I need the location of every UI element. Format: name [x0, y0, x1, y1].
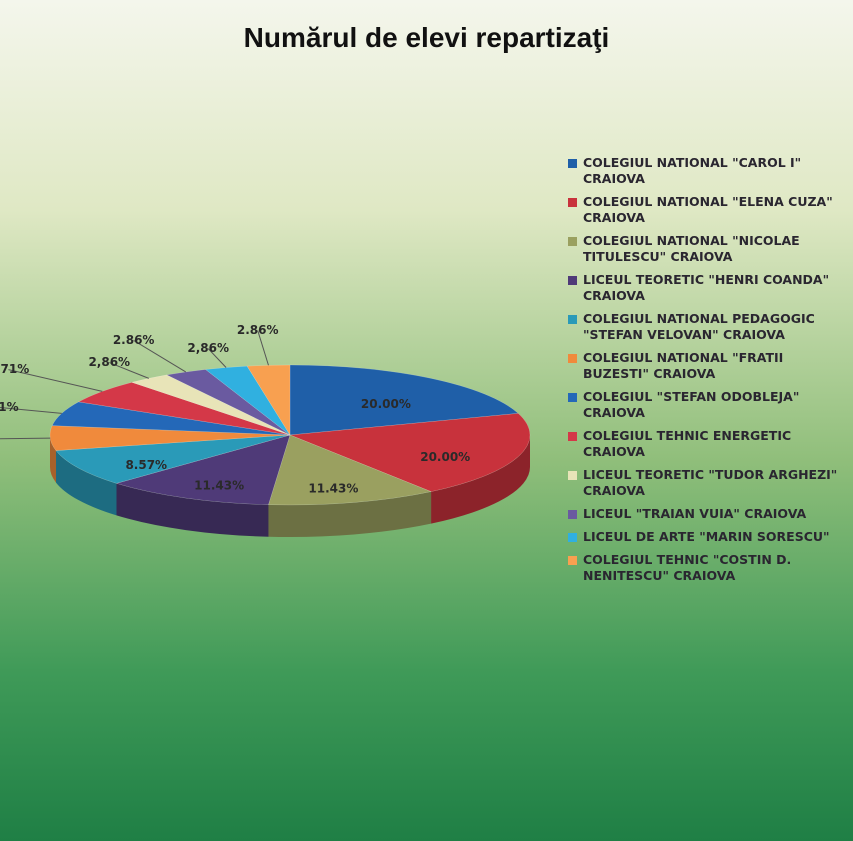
legend-item: LICEUL "TRAIAN VUIA" CRAIOVA	[568, 506, 848, 522]
data-label: 11.43%	[194, 478, 244, 492]
pie-area: 20.00%20.00%11.43%11.43%8.57%5.71%5.71%5…	[0, 323, 531, 537]
data-label: 8.57%	[125, 458, 167, 472]
legend-label: COLEGIUL NATIONAL "FRATII BUZESTI" CRAIO…	[583, 350, 784, 381]
legend-swatch	[568, 510, 577, 519]
slice	[55, 434, 291, 484]
legend-swatch	[568, 159, 577, 168]
legend-item: COLEGIUL NATIONAL "FRATII BUZESTI" CRAIO…	[568, 350, 848, 382]
leader-line	[207, 348, 227, 368]
legend-label: LICEUL "TRAIAN VUIA" CRAIOVA	[583, 506, 807, 521]
legend-item: COLEGIUL NATIONAL "ELENA CUZA" CRAIOVA	[568, 194, 848, 226]
slice	[49, 425, 291, 451]
slice	[51, 401, 291, 436]
legend-item: LICEUL TEORETIC "TUDOR ARGHEZI" CRAIOVA	[568, 467, 848, 499]
legend-item: LICEUL TEORETIC "HENRI COANDA" CRAIOVA	[568, 272, 848, 304]
legend: COLEGIUL NATIONAL "CAROL I" CRAIOVA COLEG…	[568, 155, 848, 591]
slice	[289, 413, 531, 492]
leader-line	[133, 339, 187, 373]
slice-side	[431, 435, 530, 524]
legend-label: COLEGIUL "STEFAN ODOBLEJA" CRAIOVA	[583, 389, 800, 420]
legend-label: COLEGIUL NATIONAL "NICOLAE TITULESCU" CR…	[583, 233, 800, 264]
legend-label: LICEUL DE ARTE "MARIN SORESCU"	[583, 529, 830, 544]
legend-swatch	[568, 393, 577, 402]
legend-item: COLEGIUL TEHNIC ENERGETIC CRAIOVA	[568, 428, 848, 460]
legend-swatch	[568, 354, 577, 363]
legend-swatch	[568, 556, 577, 565]
legend-label: COLEGIUL NATIONAL PEDAGOGIC "STEFAN VELO…	[583, 311, 815, 342]
chart-title: Numărul de elevi repartizaţi	[243, 22, 610, 53]
legend-label: COLEGIUL TEHNIC ENERGETIC CRAIOVA	[583, 428, 792, 459]
legend-item: COLEGIUL NATIONAL "NICOLAE TITULESCU" CR…	[568, 233, 848, 265]
slice-side	[116, 483, 269, 537]
slice-side	[268, 491, 432, 537]
legend-swatch	[568, 198, 577, 207]
data-label: 5.71%	[0, 400, 19, 414]
legend-item: LICEUL DE ARTE "MARIN SORESCU"	[568, 529, 848, 545]
slice	[115, 434, 291, 505]
slice-side	[50, 435, 57, 483]
legend-swatch	[568, 315, 577, 324]
data-label: 20.00%	[420, 450, 470, 464]
legend-swatch	[568, 471, 577, 480]
slice-side	[56, 450, 117, 516]
legend-item: COLEGIUL TEHNIC "COSTIN D. NENITESCU" CR…	[568, 552, 848, 584]
slice	[77, 382, 291, 436]
legend-label: LICEUL TEORETIC "HENRI COANDA" CRAIOVA	[583, 272, 830, 303]
data-label: 5.71%	[0, 362, 29, 376]
legend-item: COLEGIUL NATIONAL "CAROL I" CRAIOVA	[568, 155, 848, 187]
legend-swatch	[568, 237, 577, 246]
leader-line	[257, 330, 269, 366]
data-label: 2,86%	[88, 355, 130, 369]
legend-label: LICEUL TEORETIC "TUDOR ARGHEZI" CRAIOVA	[583, 467, 838, 498]
legend-swatch	[568, 533, 577, 542]
slice	[268, 434, 432, 506]
data-label: 2.86%	[113, 333, 155, 347]
leader-line	[0, 407, 62, 414]
leader-line	[109, 362, 149, 379]
data-label: 11.43%	[308, 481, 358, 495]
legend-swatch	[568, 432, 577, 441]
leader-line	[8, 369, 103, 392]
data-label: 2,86%	[187, 341, 229, 355]
data-label: 2.86%	[237, 323, 279, 337]
leader-line	[0, 437, 51, 440]
data-label: 20.00%	[361, 397, 411, 411]
legend-item: COLEGIUL NATIONAL PEDAGOGIC "STEFAN VELO…	[568, 311, 848, 343]
legend-label: COLEGIUL TEHNIC "COSTIN D. NENITESCU" CR…	[583, 552, 792, 583]
slice	[289, 364, 519, 436]
legend-swatch	[568, 276, 577, 285]
legend-item: COLEGIUL "STEFAN ODOBLEJA" CRAIOVA	[568, 389, 848, 421]
legend-label: COLEGIUL NATIONAL "CAROL I" CRAIOVA	[583, 155, 802, 186]
legend-label: COLEGIUL NATIONAL "ELENA CUZA" CRAIOVA	[583, 194, 833, 225]
